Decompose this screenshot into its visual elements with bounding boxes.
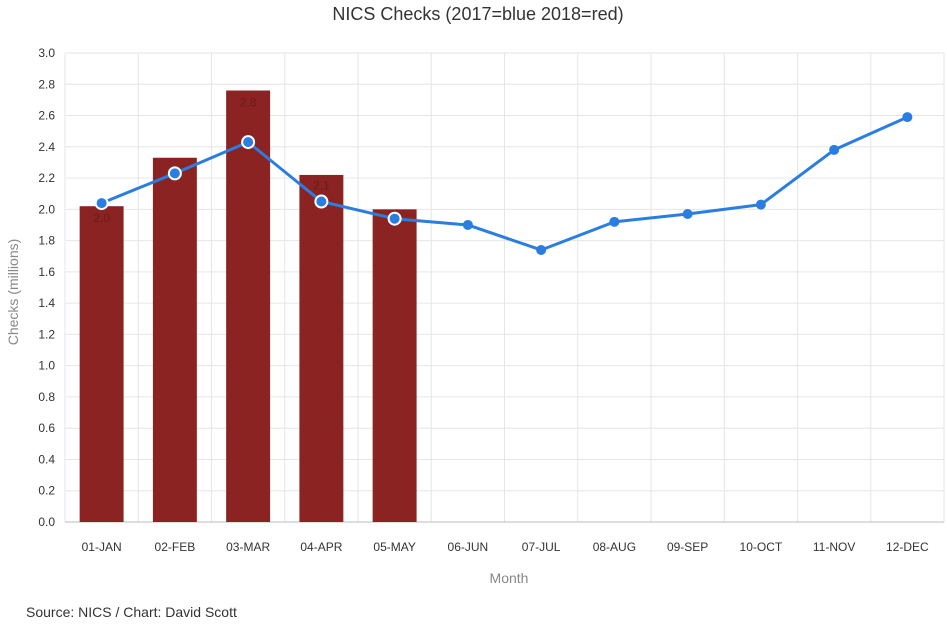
line-point — [314, 194, 329, 209]
x-tick-label: 08-AUG — [593, 540, 636, 554]
y-tick-label: 2.8 — [38, 77, 55, 91]
line-point — [902, 112, 913, 123]
y-tick-label: 2.4 — [38, 140, 55, 154]
series-line — [101, 115, 908, 252]
bar — [79, 206, 124, 522]
line-point — [536, 244, 547, 255]
y-tick-label: 1.2 — [38, 327, 55, 341]
bar — [299, 174, 344, 522]
x-tick-label: 06-JUN — [448, 540, 489, 554]
y-tick-label: 1.6 — [38, 265, 55, 279]
line-point — [682, 209, 693, 220]
y-tick-label: 2.6 — [38, 109, 55, 123]
x-tick-label: 07-JUL — [522, 540, 561, 554]
x-tick-label: 12-DEC — [886, 540, 929, 554]
y-axis-ticks: 0.0 0.2 0.4 0.6 0.8 1.0 1.2 1.4 1.6 1.8 2.0 2.2 2.4 2… — [38, 46, 55, 529]
y-axis-title: Checks (millions) — [5, 239, 21, 346]
y-tick-label: 0.6 — [38, 421, 55, 435]
y-tick-label: 1.0 — [38, 359, 55, 373]
y-tick-label: 0.8 — [38, 390, 55, 404]
x-tick-label: 11-NOV — [813, 540, 855, 554]
x-axis-ticks: 01-JAN 02-FEB 03-MAR 04-APR 05-MAY 06-JUN 07-J… — [82, 540, 929, 554]
chart-title: NICS Checks (2017=blue 2018=red) — [332, 4, 623, 24]
y-tick-label: 2.0 — [38, 202, 55, 216]
y-tick-label: 2.2 — [38, 171, 55, 185]
line-point — [829, 144, 840, 155]
line-series-2017 — [94, 112, 913, 255]
chart-source: Source: NICS / Chart: David Scott — [26, 604, 237, 620]
x-tick-label: 01-JAN — [82, 540, 122, 554]
bar-data-label: 2.0 — [93, 211, 110, 225]
x-tick-label: 04-APR — [300, 540, 342, 554]
line-point — [241, 135, 256, 150]
line-point — [609, 216, 620, 227]
y-tick-label: 0.4 — [38, 452, 55, 466]
y-tick-label: 0.2 — [38, 484, 55, 498]
line-point — [94, 196, 109, 211]
line-point — [462, 219, 473, 230]
line-point — [167, 166, 182, 181]
line-data-label: 2.1 — [313, 179, 330, 193]
x-tick-label: 03-MAR — [226, 540, 270, 554]
x-tick-label: 09-SEP — [667, 540, 708, 554]
bar — [372, 209, 417, 523]
y-tick-label: 1.8 — [38, 234, 55, 248]
grid — [64, 52, 945, 523]
y-tick-label: 0.0 — [38, 515, 55, 529]
bar-data-label: 2.8 — [240, 96, 257, 110]
line-point — [755, 199, 766, 210]
y-tick-label: 1.4 — [38, 296, 55, 310]
x-tick-label: 02-FEB — [155, 540, 196, 554]
bar — [152, 157, 197, 522]
bar-series-2018 — [79, 90, 417, 523]
x-tick-label: 05-MAY — [373, 540, 415, 554]
data-labels: 2.0 2.8 2.1 — [93, 96, 330, 226]
bar — [226, 90, 271, 523]
x-tick-label: 10-OCT — [740, 540, 783, 554]
y-tick-label: 3.0 — [38, 46, 55, 60]
line-point — [387, 211, 402, 226]
x-axis-title: Month — [490, 570, 529, 586]
